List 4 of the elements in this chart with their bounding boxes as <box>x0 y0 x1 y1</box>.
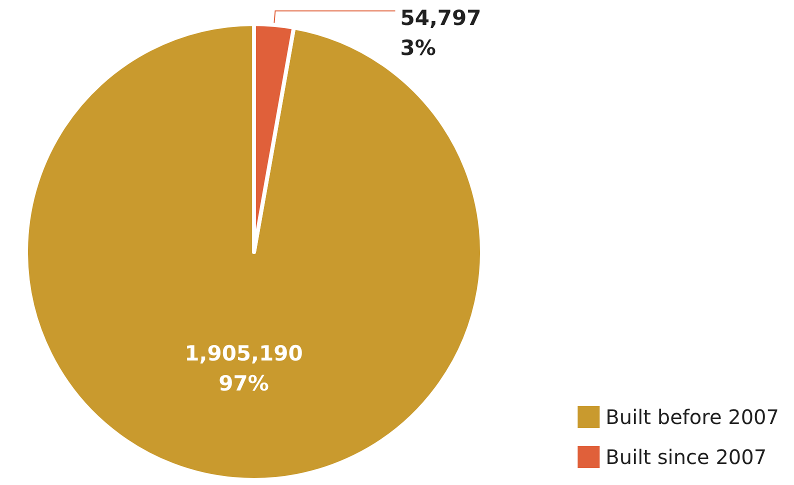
data-label: 54,797 3% <box>400 6 482 60</box>
legend-label: Built before 2007 <box>606 405 780 429</box>
legend-label: Built since 2007 <box>606 445 767 469</box>
data-label: 1,905,190 97% <box>184 342 303 396</box>
